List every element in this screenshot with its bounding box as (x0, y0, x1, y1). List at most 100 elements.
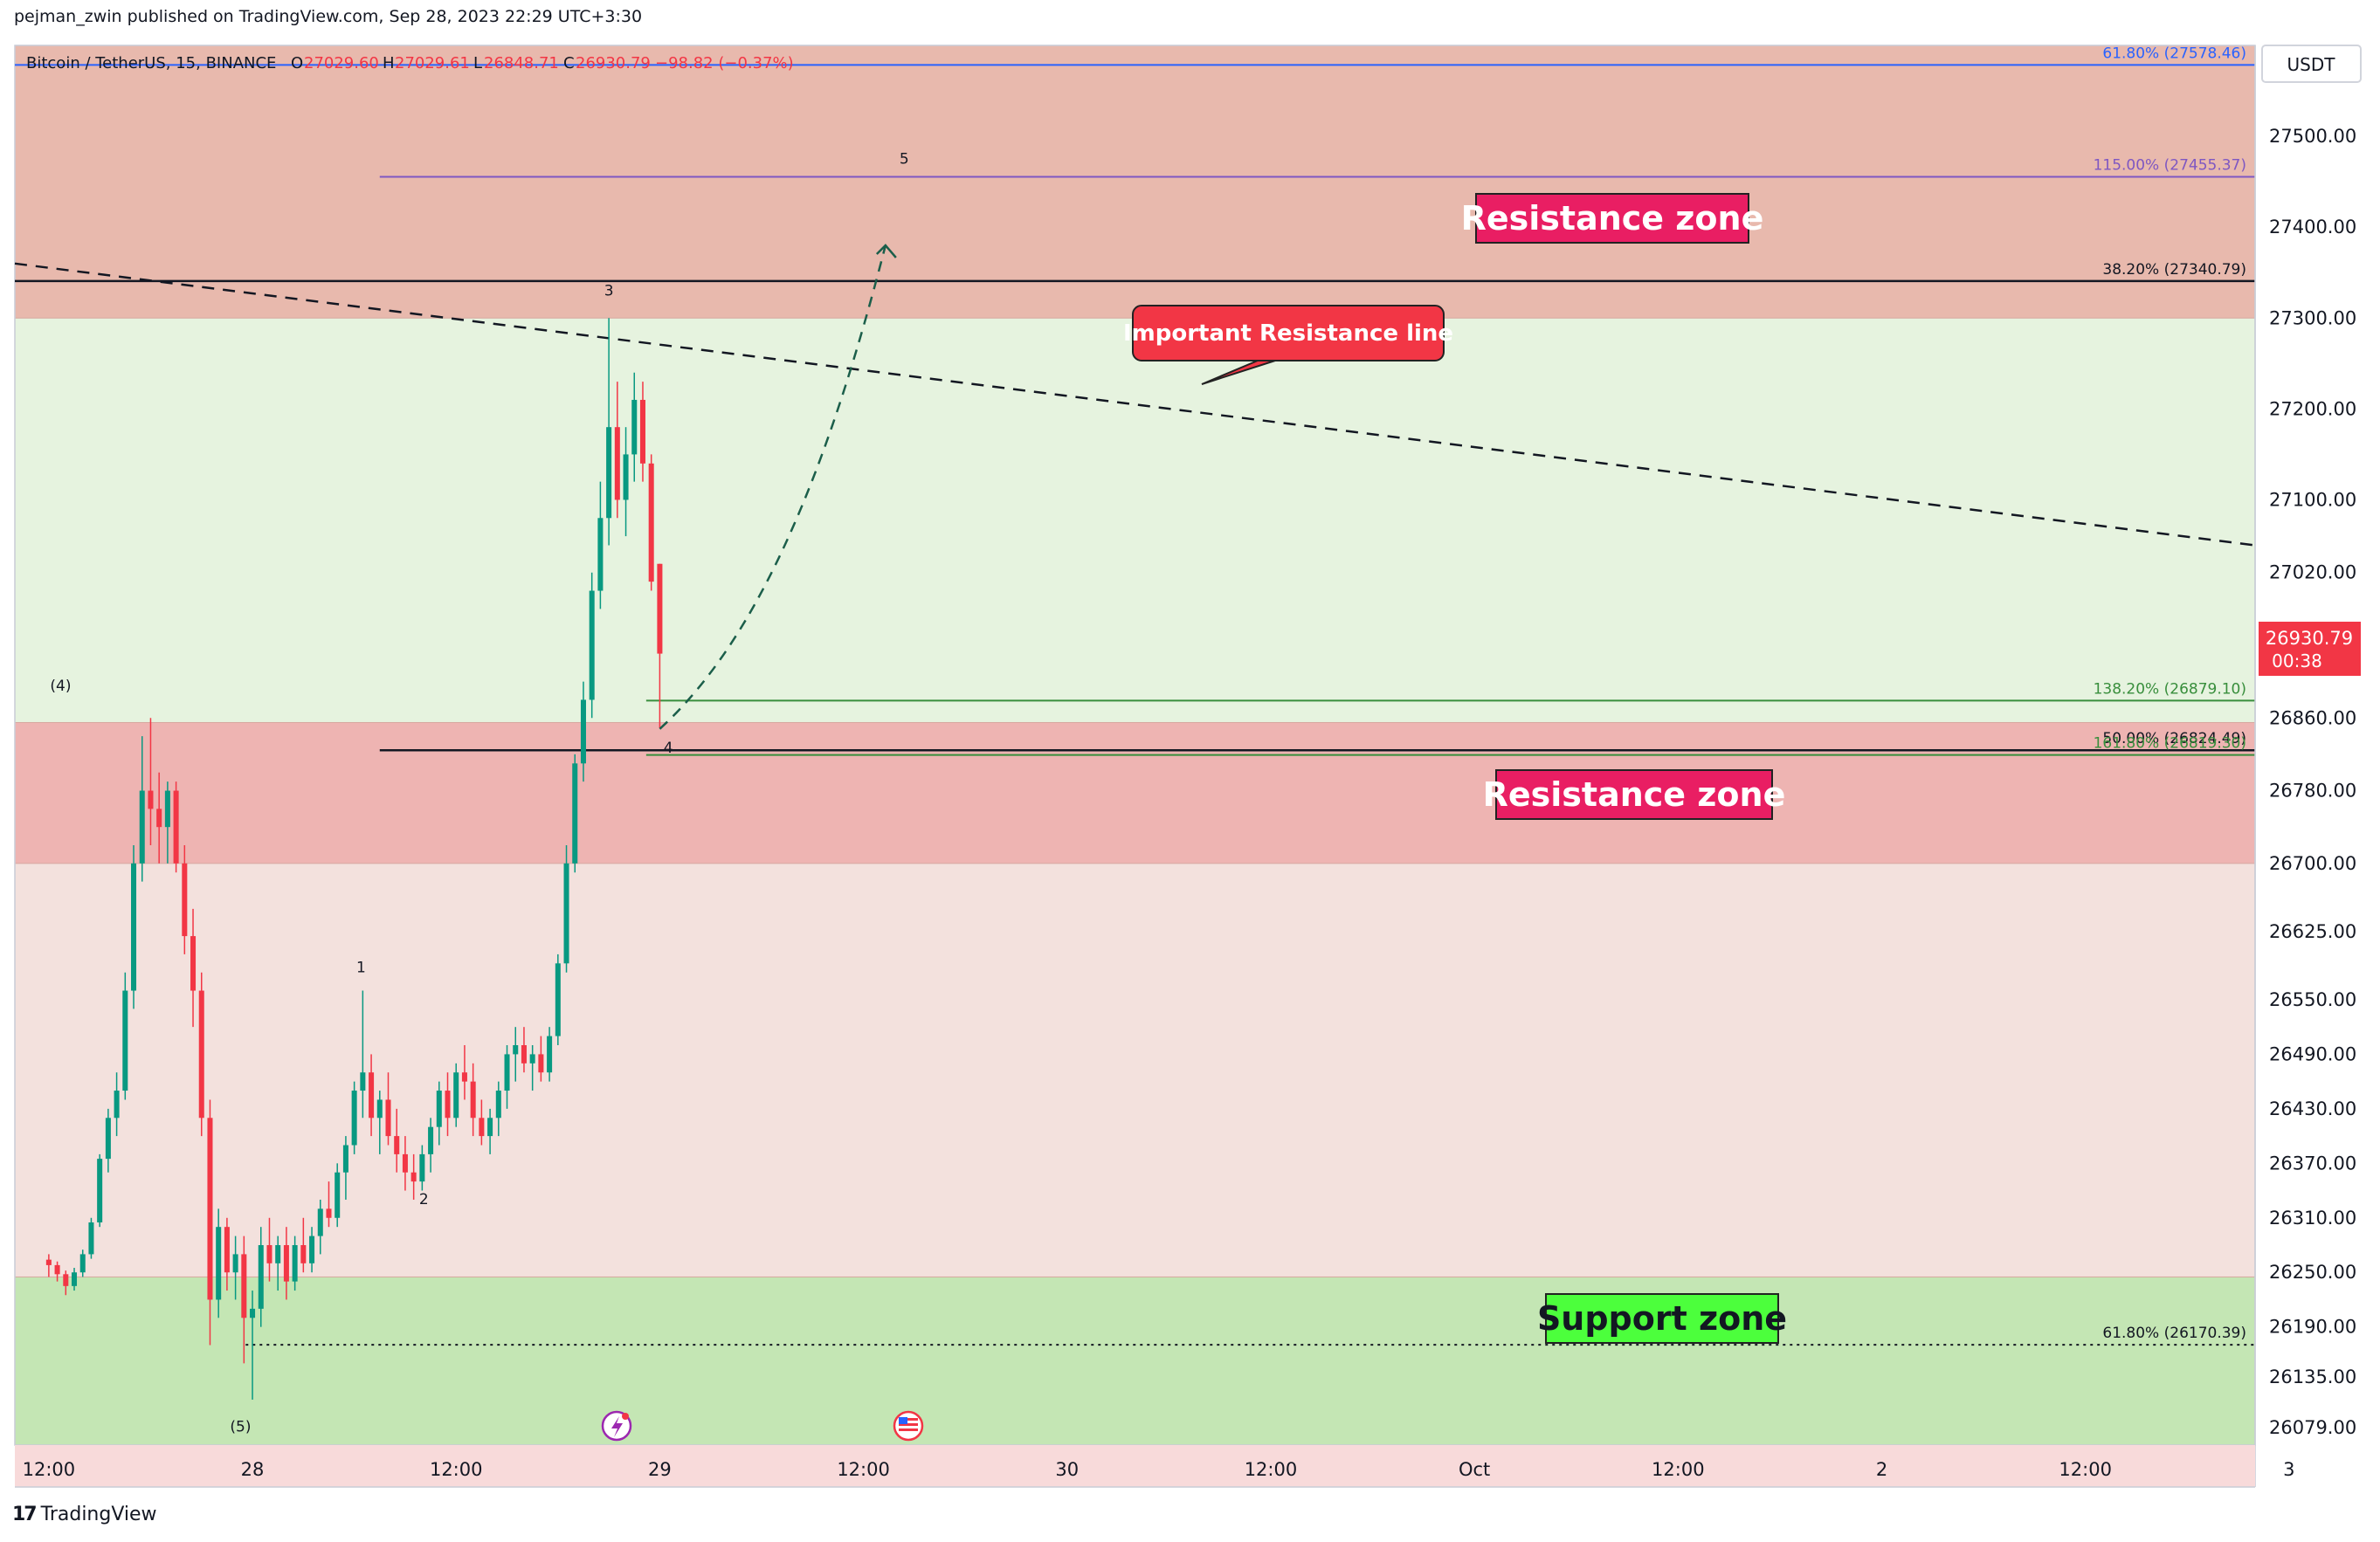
candle-18 (198, 972, 204, 1137)
candle-body (623, 454, 629, 500)
candle-body (190, 936, 197, 991)
candle-body (648, 463, 654, 582)
candle-67 (614, 382, 620, 519)
candle-body (351, 1091, 357, 1146)
candle-body (479, 1118, 485, 1137)
tradingview-logo[interactable]: 17 TradingView (12, 1504, 157, 1525)
candle-44 (419, 1145, 425, 1191)
candle-39 (376, 1091, 383, 1154)
candle-body (639, 399, 645, 464)
candle-body (385, 1099, 391, 1137)
wave-label-5: 3 (604, 282, 614, 299)
candle-body (495, 1091, 501, 1119)
support-zone-label: Support zone (1537, 1293, 1787, 1344)
time-tick-5: 12:00 (837, 1459, 890, 1480)
price-tick-7: 26860.00 (2269, 707, 2356, 728)
fib-label-3: 38.20% (27340.79) (2102, 261, 2246, 279)
price-tick-11: 26550.00 (2269, 989, 2356, 1010)
price-tick-8: 26780.00 (2269, 781, 2356, 802)
candle-body (317, 1208, 323, 1236)
candle-body (275, 1245, 281, 1263)
candle-body (547, 1036, 553, 1073)
fib-label-6: 161.80% (26819.30) (2094, 735, 2246, 753)
candle-body (555, 963, 561, 1036)
candle-body (71, 1272, 78, 1286)
candle-body (241, 1254, 247, 1318)
price-tick-18: 26135.00 (2269, 1366, 2356, 1387)
candle-66 (606, 318, 612, 546)
candle-body (250, 1308, 256, 1318)
candle-body (300, 1245, 307, 1263)
time-tick-3: 12:00 (430, 1459, 483, 1480)
wave-label-4: 2 (419, 1191, 429, 1208)
candle-body (572, 763, 578, 864)
candle-25 (258, 1227, 264, 1327)
current-price-value: 26930.79 (2266, 628, 2353, 649)
price-tick-17: 26190.00 (2269, 1317, 2356, 1338)
resistance-zone-upper-label: Resistance zone (1461, 193, 1763, 244)
us-flag-event-icon[interactable] (893, 1410, 924, 1442)
candle-body (580, 699, 586, 764)
candle-51 (479, 1099, 485, 1146)
candle-body (360, 1072, 366, 1091)
candle-body (504, 1054, 510, 1091)
candle-body (538, 1054, 544, 1073)
low-value: 26848.71 (484, 54, 559, 72)
time-tick-10: 2 (1876, 1459, 1887, 1480)
tradingview-logo-icon: 17 (12, 1504, 38, 1525)
candle-46 (436, 1081, 442, 1146)
time-axis-band (15, 1445, 2255, 1487)
candle-body (309, 1236, 315, 1263)
candle-body (410, 1172, 417, 1182)
zone-1 (14, 45, 2256, 319)
candle-body (436, 1091, 442, 1127)
candle-body (606, 427, 612, 519)
price-tick-1: 27500.00 (2269, 126, 2356, 147)
currency-label: USDT (2287, 54, 2336, 75)
candle-body (216, 1227, 222, 1300)
candle-body (45, 1259, 52, 1265)
tradingview-logo-text: TradingView (40, 1504, 157, 1525)
candle-body (232, 1254, 238, 1273)
candle-52 (487, 1108, 493, 1154)
candle-58 (538, 1036, 544, 1082)
price-tick-12: 26490.00 (2269, 1043, 2356, 1064)
price-tick-6: 27020.00 (2269, 562, 2356, 583)
candle-6 (97, 1153, 103, 1228)
candle-36 (351, 1081, 357, 1154)
candle-body (335, 1172, 341, 1218)
fib-label-5: 50.00% (26824.49) (2102, 730, 2246, 747)
fib-label-1: 61.80% (27578.46) (2102, 45, 2246, 62)
candle-60 (555, 953, 561, 1045)
candle-body (114, 1091, 120, 1119)
current-price-badge (2259, 622, 2361, 676)
currency-box[interactable] (2261, 45, 2362, 83)
candle-56 (521, 1027, 527, 1073)
candle-body (283, 1245, 289, 1282)
axes-layer: 27500.00 27400.00 27300.00 27200.00 27100.00… (15, 45, 2356, 1488)
candle-30 (300, 1217, 307, 1273)
candle-69 (631, 372, 638, 482)
candle-37 (360, 990, 366, 1119)
candle-12 (148, 718, 154, 845)
lightning-event-icon[interactable] (601, 1410, 632, 1442)
candle-19 (207, 1099, 213, 1346)
low-label: L (473, 54, 482, 72)
price-tick-9: 26700.00 (2269, 853, 2356, 874)
candle-body (266, 1245, 272, 1263)
candle-body (461, 1072, 467, 1082)
candle-body (164, 790, 170, 828)
candle-body (402, 1153, 408, 1173)
candle-7 (105, 1108, 111, 1173)
wave-label-7: 5 (900, 150, 909, 168)
time-tick-12: 3 (2283, 1459, 2294, 1480)
candle-10 (131, 845, 137, 1009)
candle-body (657, 563, 663, 654)
candle-17 (190, 908, 197, 1028)
candle-72 (657, 563, 663, 729)
neutral-band-lower (15, 863, 2255, 1277)
candle-21 (224, 1217, 230, 1291)
candle-40 (385, 1072, 391, 1146)
candle-body (131, 863, 137, 991)
